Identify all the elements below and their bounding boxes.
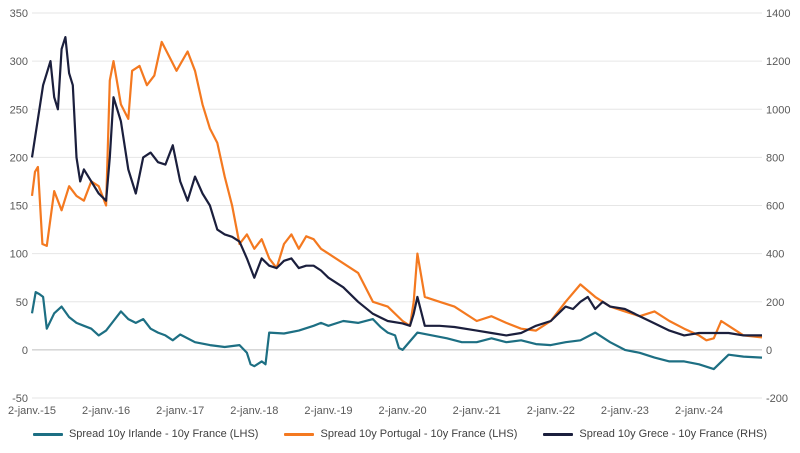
y-right-tick-label: 0 xyxy=(766,345,772,357)
y-right-tick-label: 600 xyxy=(766,201,784,213)
legend-label-portugal: Spread 10y Portugal - 10y France (LHS) xyxy=(320,428,518,440)
y-left-tick-label: 0 xyxy=(22,345,28,357)
legend-swatch-portugal xyxy=(284,432,315,436)
series-line-2 xyxy=(30,36,762,337)
x-tick-label: 2-janv.-17 xyxy=(156,405,204,417)
y-left-tick-label: 100 xyxy=(10,249,28,261)
y-left-tick-label: 350 xyxy=(10,8,28,20)
x-tick-label: 2-janv.-15 xyxy=(8,405,56,417)
legend-label-grece: Spread 10y Grece - 10y France (RHS) xyxy=(579,428,768,440)
x-tick-label: 2-janv.-24 xyxy=(675,405,723,417)
y-right-tick-label: 1400 xyxy=(766,8,790,20)
x-tick-label: 2-janv.-19 xyxy=(304,405,352,417)
x-tick-label: 2-janv.-23 xyxy=(601,405,649,417)
y-right-tick-label: 800 xyxy=(766,152,784,164)
y-left-tick-label: 50 xyxy=(16,297,28,309)
legend-swatch-grece xyxy=(543,432,574,436)
legend: Spread 10y Irlande - 10y France (LHS) Sp… xyxy=(0,428,800,440)
x-tick-label: 2-janv.-16 xyxy=(82,405,130,417)
legend-item-portugal: Spread 10y Portugal - 10y France (LHS) xyxy=(284,428,517,440)
legend-label-irlande: Spread 10y Irlande - 10y France (LHS) xyxy=(68,428,259,440)
y-right-tick-label: 200 xyxy=(766,297,784,309)
x-tick-label: 2-janv.-20 xyxy=(379,405,427,417)
legend-swatch-irlande xyxy=(32,432,63,436)
y-left-tick-label: 300 xyxy=(10,56,28,68)
series-line-1 xyxy=(30,40,763,342)
legend-item-irlande: Spread 10y Irlande - 10y France (LHS) xyxy=(32,428,259,440)
y-right-tick-label: -200 xyxy=(766,393,788,405)
x-tick-label: 2-janv.-21 xyxy=(453,405,501,417)
x-tick-label: 2-janv.-22 xyxy=(527,405,575,417)
x-tick-label: 2-janv.-18 xyxy=(230,405,278,417)
y-right-tick-label: 1000 xyxy=(766,104,790,116)
y-right-tick-label: 1200 xyxy=(766,56,790,68)
series-line-0 xyxy=(30,291,763,371)
y-left-tick-label: 250 xyxy=(10,104,28,116)
y-left-tick-label: 200 xyxy=(10,152,28,164)
y-left-tick-label: 150 xyxy=(10,201,28,213)
y-right-tick-label: 400 xyxy=(766,249,784,261)
legend-item-grece: Spread 10y Grece - 10y France (RHS) xyxy=(543,428,767,440)
y-left-tick-label: -50 xyxy=(12,393,28,405)
